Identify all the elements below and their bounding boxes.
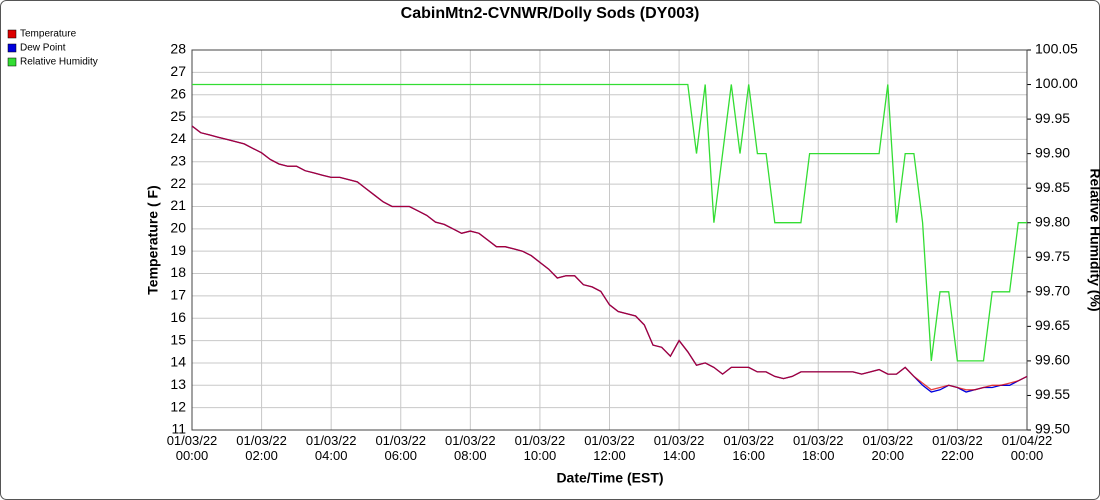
x-axis-label: Date/Time (EST) [556, 470, 663, 486]
x-tick-label: 01/03/22 14:00 [654, 433, 705, 463]
x-tick-label: 01/03/22 04:00 [306, 433, 357, 463]
y2-tick-label: 99.75 [1035, 248, 1070, 264]
y2-tick-label: 99.65 [1035, 317, 1070, 333]
y2-tick-label: 99.70 [1035, 283, 1070, 299]
y-tick-label: 26 [170, 85, 186, 101]
y2-tick-label: 99.55 [1035, 386, 1070, 402]
x-tick-label: 01/03/22 10:00 [515, 433, 566, 463]
series-line [192, 83, 1027, 362]
y-tick-label: 17 [170, 287, 186, 303]
x-tick-label: 01/04/22 00:00 [1002, 433, 1053, 463]
x-tick-label: 01/03/22 06:00 [375, 433, 426, 463]
x-tick-label: 01/03/22 02:00 [236, 433, 287, 463]
y-tick-label: 18 [170, 264, 186, 280]
y-axis-label: Temperature ( F) [145, 185, 161, 294]
y2-tick-label: 100.05 [1035, 41, 1078, 57]
x-tick-label: 01/03/22 22:00 [932, 433, 983, 463]
y2-tick-label: 99.60 [1035, 352, 1070, 368]
legend-swatch [7, 57, 17, 67]
x-tick-label: 01/03/22 18:00 [793, 433, 844, 463]
y2-tick-label: 99.95 [1035, 110, 1070, 126]
y2-tick-label: 99.80 [1035, 213, 1070, 229]
y2-tick-label: 100.00 [1035, 75, 1078, 91]
y-tick-label: 25 [170, 108, 186, 124]
legend-label: Dew Point [20, 43, 66, 54]
legend-label: Relative Humidity [20, 57, 98, 68]
x-tick-label: 01/03/22 00:00 [167, 433, 218, 463]
legend-swatch [7, 29, 17, 39]
legend-swatch [7, 43, 17, 53]
y-tick-label: 21 [170, 197, 186, 213]
y2-tick-label: 99.85 [1035, 179, 1070, 195]
y-tick-label: 27 [170, 63, 186, 79]
y-tick-label: 12 [170, 398, 186, 414]
plot-area [191, 49, 1028, 431]
x-tick-label: 01/03/22 12:00 [584, 433, 635, 463]
y-tick-label: 23 [170, 152, 186, 168]
chart-title: CabinMtn2-CVNWR/Dolly Sods (DY003) [401, 5, 700, 22]
y-tick-label: 16 [170, 309, 186, 325]
y-tick-label: 20 [170, 220, 186, 236]
y-tick-label: 24 [170, 130, 186, 146]
x-tick-label: 01/03/22 08:00 [445, 433, 496, 463]
x-tick-label: 01/03/22 16:00 [723, 433, 774, 463]
y2-axis-label: Relative Humidity (%) [1087, 168, 1100, 311]
y-tick-label: 13 [170, 376, 186, 392]
y2-tick-label: 99.50 [1035, 421, 1070, 437]
series-line [191, 125, 1028, 391]
y-tick-label: 22 [170, 175, 186, 191]
y-tick-label: 14 [170, 354, 186, 370]
y-tick-label: 28 [170, 41, 186, 57]
y2-tick-label: 99.90 [1035, 144, 1070, 160]
legend-label: Temperature [20, 29, 77, 40]
y-tick-label: 19 [170, 242, 186, 258]
x-tick-label: 01/03/22 20:00 [863, 433, 914, 463]
y-tick-label: 15 [170, 331, 186, 347]
y-tick-label: 11 [171, 421, 186, 437]
